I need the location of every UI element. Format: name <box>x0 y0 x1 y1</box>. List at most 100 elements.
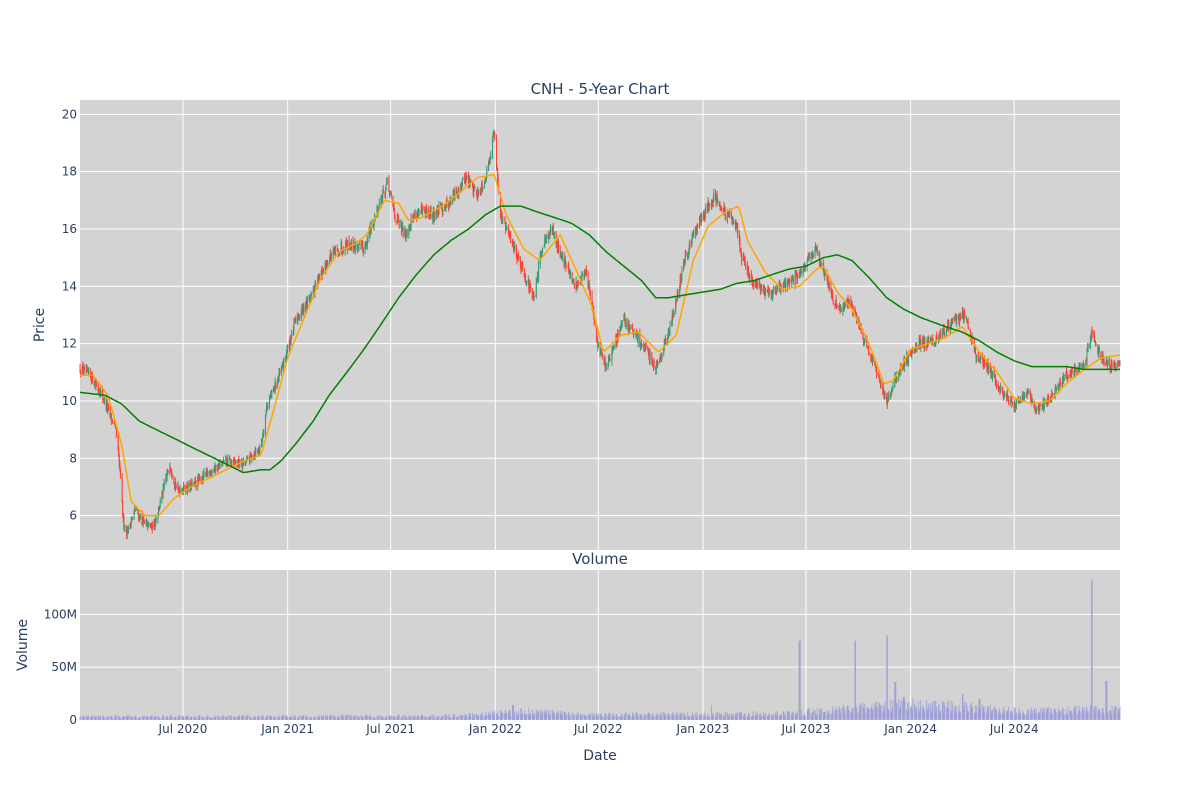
volume-bar <box>866 709 868 720</box>
candle-body <box>577 283 579 285</box>
candle-body <box>1030 399 1032 401</box>
volume-bar <box>583 714 585 720</box>
volume-bar <box>295 715 297 720</box>
volume-bar <box>959 711 961 720</box>
volume-bar <box>758 715 760 720</box>
candle-body <box>79 368 81 374</box>
candle-body <box>902 367 904 369</box>
volume-bar <box>850 712 852 720</box>
volume-bar <box>755 711 757 720</box>
candle-body <box>659 354 661 359</box>
candle-body <box>245 460 247 463</box>
candle-body <box>883 391 885 398</box>
candle-body <box>1019 401 1021 404</box>
volume-bar <box>1062 708 1064 720</box>
candle-body <box>94 382 96 386</box>
volume-bar <box>584 714 586 720</box>
candle-body <box>664 339 666 342</box>
candle-body <box>491 140 493 155</box>
candle-body <box>595 324 597 329</box>
candle-body <box>325 260 327 268</box>
candle-body <box>545 238 547 243</box>
volume-bar <box>775 715 777 720</box>
volume-bar <box>637 716 639 720</box>
candle-body <box>102 393 104 399</box>
volume-bar <box>266 715 268 720</box>
volume-bar <box>283 714 285 720</box>
volume-bar <box>627 715 629 720</box>
candle-body <box>742 257 744 261</box>
candle-body <box>249 459 251 461</box>
candle-body <box>989 366 991 373</box>
volume-bar <box>202 716 204 720</box>
volume-bar <box>759 712 761 720</box>
volume-bar <box>1023 714 1025 720</box>
candle-body <box>426 209 428 218</box>
candle-body <box>637 334 639 343</box>
volume-bar <box>823 713 825 720</box>
candle-body <box>205 472 207 475</box>
volume-bar <box>621 713 623 720</box>
candle-body <box>409 228 411 230</box>
candle-body <box>840 307 842 312</box>
date-x-tick-label: Jul 2022 <box>573 722 623 736</box>
volume-bar <box>597 713 599 720</box>
candle-body <box>787 282 789 284</box>
volume-bar <box>352 715 354 720</box>
candle-body <box>625 324 627 326</box>
ma-long-line <box>79 205 1120 474</box>
volume-bar <box>341 715 343 720</box>
volume-bar <box>246 715 248 720</box>
candle-body <box>478 191 480 192</box>
candle-body <box>914 350 916 354</box>
candle-body <box>82 366 84 374</box>
volume-bar <box>808 708 810 720</box>
candle-body <box>255 451 257 453</box>
volume-bar <box>934 712 936 720</box>
candle-body <box>1087 345 1089 348</box>
candle-body <box>612 347 614 351</box>
candle-body <box>982 361 984 367</box>
volume-bar <box>743 717 745 720</box>
volume-bar <box>746 715 748 720</box>
volume-bar <box>1109 710 1111 720</box>
candle-body <box>1046 402 1048 405</box>
volume-bar <box>947 700 949 720</box>
candle-body <box>735 222 737 229</box>
volume-bar <box>723 715 725 720</box>
volume-bar <box>480 713 482 720</box>
volume-plot-area <box>80 570 1120 720</box>
volume-bar <box>1118 708 1120 720</box>
candle-body <box>910 352 912 355</box>
volume-bar <box>102 716 104 720</box>
candle-body <box>238 464 240 466</box>
candle-body <box>824 273 826 277</box>
candle-body <box>543 245 545 247</box>
candle-body <box>402 226 404 228</box>
volume-bar <box>1073 708 1075 720</box>
volume-bar <box>197 715 199 720</box>
candle-body <box>179 489 181 493</box>
candle-body <box>993 370 995 377</box>
candle-body <box>557 241 559 250</box>
volume-bar <box>664 712 666 720</box>
volume-bar <box>421 715 423 720</box>
candle-body <box>975 354 977 359</box>
candle-body <box>313 287 315 290</box>
candle-body <box>709 204 711 206</box>
candle-body <box>1105 363 1107 365</box>
candle-body <box>971 336 973 340</box>
volume-bar <box>709 716 711 720</box>
volume-bar <box>433 717 435 720</box>
candle-body <box>206 470 208 475</box>
candle-body <box>83 368 85 374</box>
volume-bar <box>919 707 921 720</box>
candle-body <box>527 279 529 283</box>
volume-bar <box>370 716 372 720</box>
candle-body <box>890 394 892 396</box>
volume-bar <box>571 712 573 720</box>
volume-bar <box>461 714 463 720</box>
candle-body <box>345 241 347 245</box>
volume-bar <box>734 714 736 720</box>
candle-body <box>501 212 503 221</box>
